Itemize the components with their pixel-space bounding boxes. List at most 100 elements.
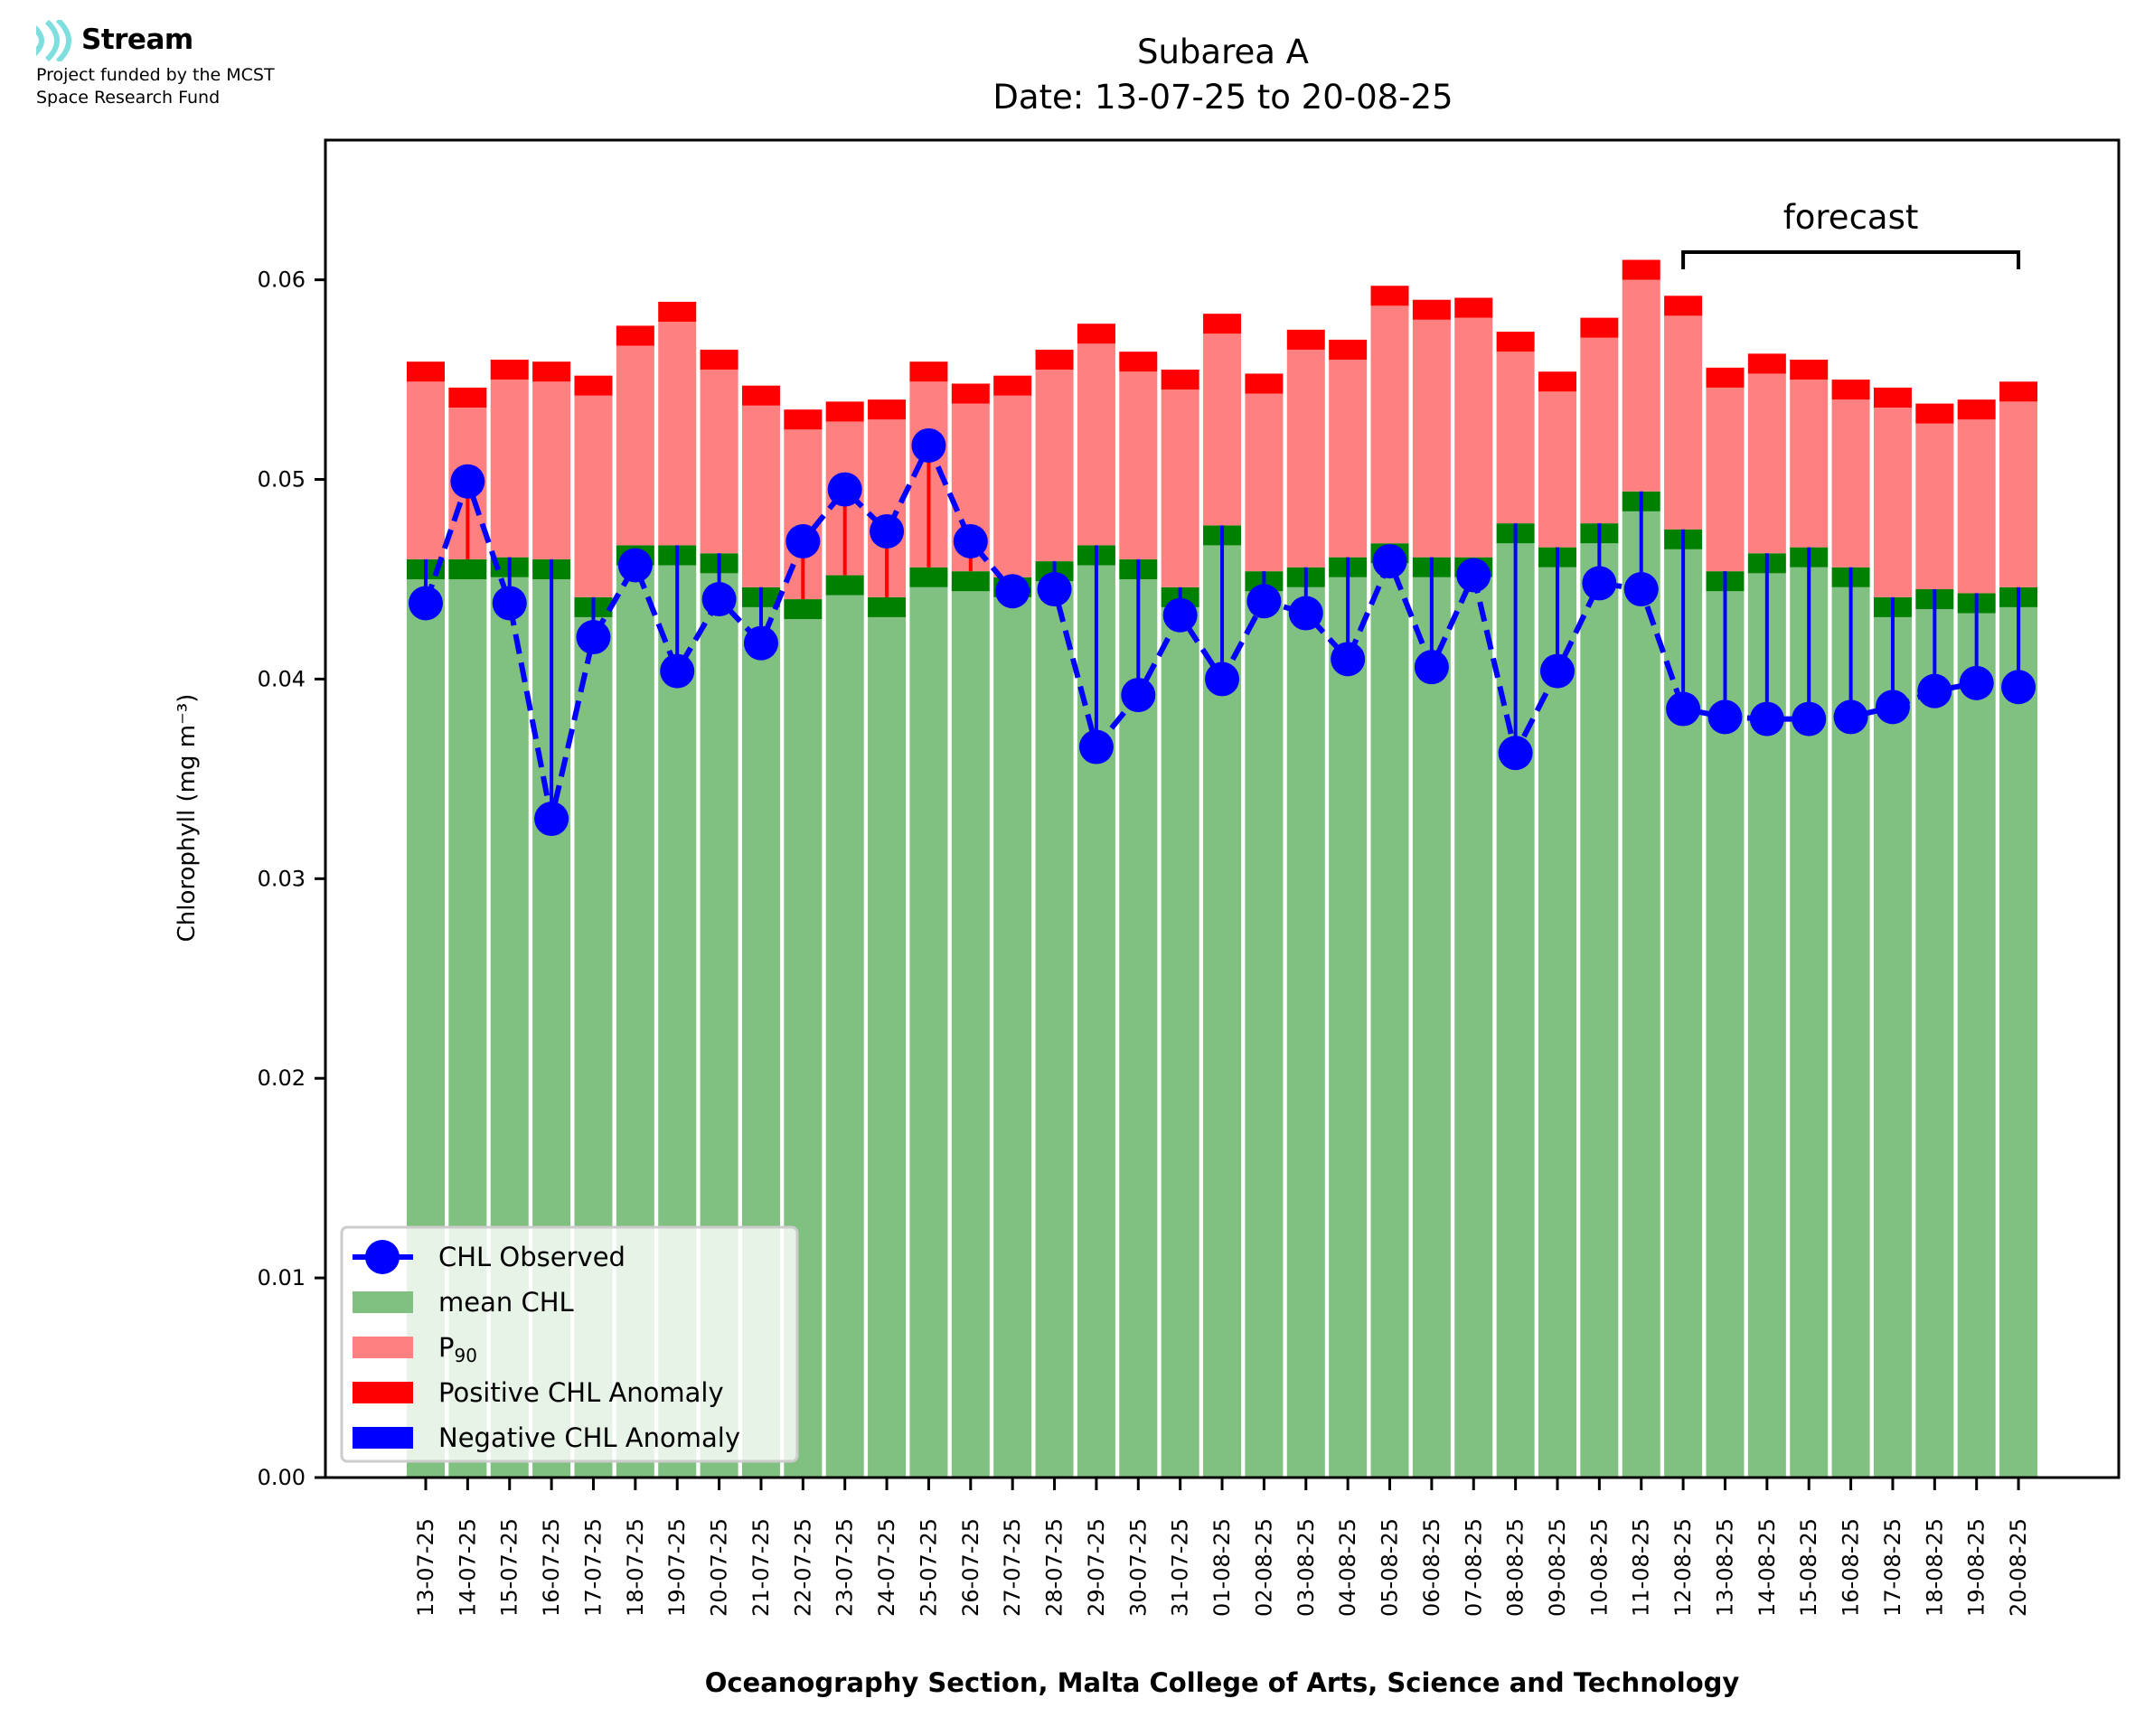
forecast-label: forecast — [1783, 198, 1919, 237]
p90-band — [1706, 367, 1745, 388]
observed-point — [1205, 662, 1240, 697]
p90-band — [407, 361, 445, 382]
funding-line-1: Project funded by the MCST — [36, 65, 275, 85]
p90-band — [1161, 370, 1199, 390]
p90-band — [1873, 387, 1912, 408]
observed-point — [1707, 699, 1743, 735]
observed-point — [1498, 736, 1533, 771]
x-tick-label: 14-07-25 — [455, 1518, 480, 1617]
mean-bar — [951, 591, 990, 1478]
p90-band — [1664, 296, 1703, 316]
x-tick-label: 13-08-25 — [1712, 1518, 1737, 1617]
x-tick-label: 19-07-25 — [664, 1518, 690, 1617]
mean-bar — [1915, 609, 1954, 1478]
p90-band — [825, 401, 864, 422]
p90-band — [532, 361, 571, 382]
observed-point — [911, 427, 946, 463]
p90-bar — [1035, 370, 1074, 562]
p90-band — [1747, 353, 1786, 374]
observed-point — [1623, 572, 1659, 607]
p90-bar — [1831, 399, 1870, 568]
x-tick-label: 05-08-25 — [1378, 1518, 1403, 1617]
y-tick-label: 0.03 — [258, 866, 306, 891]
mean-bar — [1580, 543, 1619, 1478]
p90-band — [1957, 399, 1996, 420]
observed-point — [1246, 584, 1282, 619]
observed-series-layer — [409, 427, 2036, 837]
x-tick-label: 02-08-25 — [1251, 1518, 1276, 1617]
p90-bar — [532, 381, 571, 559]
observed-point — [1749, 701, 1784, 737]
y-tick-label: 0.04 — [258, 666, 306, 691]
p90-band — [1831, 380, 1870, 400]
mean-bar — [1831, 586, 1870, 1478]
x-tick-label: 16-07-25 — [539, 1518, 564, 1617]
p90-band — [1370, 286, 1409, 306]
observed-point — [1539, 653, 1575, 689]
forecast-bracket — [1681, 250, 2021, 269]
x-tick-label: 17-08-25 — [1880, 1518, 1905, 1617]
legend-item: mean CHL — [353, 1287, 574, 1318]
x-tick-label: 13-07-25 — [413, 1518, 438, 1617]
observed-point — [1582, 566, 1617, 601]
mean-bar — [1370, 563, 1409, 1478]
p90-band — [1329, 339, 1368, 360]
p90-band — [574, 375, 613, 396]
x-tick-label: 11-08-25 — [1629, 1518, 1654, 1617]
x-tick-label: 03-08-25 — [1293, 1518, 1319, 1617]
x-tick-label: 09-08-25 — [1545, 1518, 1570, 1617]
chart-title: Subarea A — [1137, 33, 1309, 71]
chart-subtitle: Date: 13-07-25 to 20-08-25 — [992, 78, 1453, 117]
x-axis-label: Oceanography Section, Malta College of A… — [705, 1667, 1740, 1698]
observed-point — [995, 574, 1030, 609]
legend-patch-swatch — [353, 1291, 413, 1313]
x-tick-label: 15-08-25 — [1796, 1518, 1821, 1617]
observed-point — [576, 620, 611, 655]
x-tick-label: 01-08-25 — [1209, 1518, 1235, 1617]
p90-band — [741, 385, 780, 406]
y-tick-label: 0.02 — [258, 1065, 306, 1091]
legend-item: CHL Observed — [353, 1240, 626, 1274]
brand-name: Stream — [81, 23, 193, 56]
p90-bar — [1790, 380, 1829, 548]
observed-point — [1666, 691, 1701, 727]
legend-label: CHL Observed — [438, 1242, 626, 1272]
x-tick-label: 28-07-25 — [1042, 1518, 1068, 1617]
stream-waves-icon — [36, 20, 71, 61]
mean-band — [825, 575, 864, 596]
p90-band — [658, 301, 697, 323]
p90-bar — [1957, 419, 1996, 594]
legend-item: Negative CHL Anomaly — [353, 1422, 740, 1453]
observed-point — [1792, 701, 1827, 737]
legend-patch-swatch — [353, 1427, 413, 1449]
p90-bar — [1747, 373, 1786, 554]
x-tick-label: 16-08-25 — [1839, 1518, 1864, 1617]
p90-band — [909, 361, 948, 382]
x-tick-label: 15-07-25 — [497, 1518, 522, 1617]
p90-band — [616, 325, 654, 346]
p90-band — [1915, 403, 1954, 424]
y-axis: 0.00 0.01 0.02 0.03 0.04 0.05 0.06 — [258, 267, 325, 1490]
p90-bar — [1412, 319, 1451, 558]
p90-bar — [1454, 317, 1493, 558]
y-axis-label: Chlorophyll (mg m⁻³) — [174, 694, 201, 943]
mean-bar — [1538, 567, 1576, 1478]
p90-bar — [574, 395, 613, 597]
observed-point — [534, 802, 569, 837]
mean-bar — [1035, 581, 1074, 1478]
observed-point — [492, 586, 527, 621]
observed-point — [1037, 572, 1072, 607]
p90-band — [1035, 349, 1074, 371]
p90-bar — [407, 381, 445, 559]
observed-point — [827, 472, 862, 507]
observed-point — [1288, 596, 1323, 631]
x-tick-label: 24-07-25 — [874, 1518, 899, 1617]
p90-band — [1245, 373, 1284, 394]
p90-band — [1412, 299, 1451, 320]
mean-bar — [1286, 586, 1325, 1478]
legend-patch-swatch — [353, 1382, 413, 1403]
mean-band — [909, 567, 948, 587]
legend-marker-swatch — [365, 1240, 400, 1274]
x-axis: 13-07-25 14-07-25 15-07-25 16-07-25 17-07-25… — [413, 1478, 2031, 1617]
x-tick-label: 18-08-25 — [1922, 1518, 1947, 1617]
